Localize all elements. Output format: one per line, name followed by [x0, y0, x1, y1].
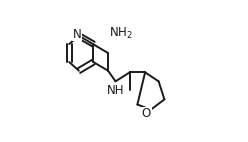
Text: NH$_2$: NH$_2$ — [109, 26, 133, 41]
Text: NH: NH — [107, 84, 124, 97]
Text: N: N — [73, 28, 81, 41]
Text: O: O — [142, 107, 151, 120]
